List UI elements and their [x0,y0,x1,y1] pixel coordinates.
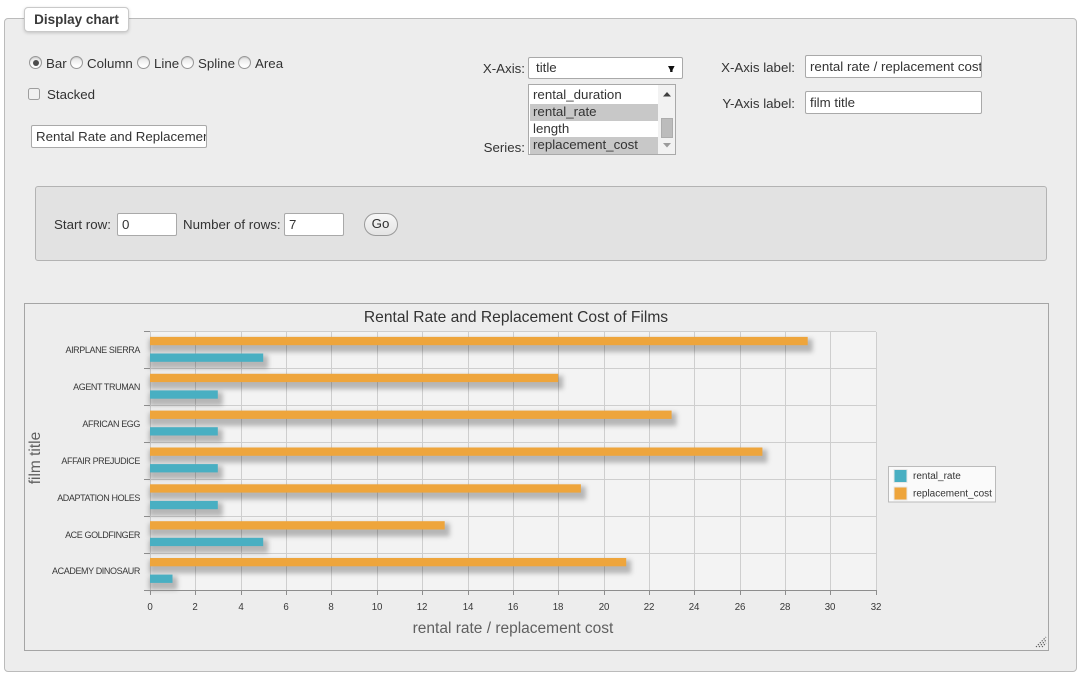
svg-text:12: 12 [417,602,427,613]
svg-text:16: 16 [508,602,518,613]
svg-text:rental rate / replacement cost: rental rate / replacement cost [413,620,614,637]
svg-text:22: 22 [644,602,654,613]
svg-text:ACADEMY DINOSAUR: ACADEMY DINOSAUR [52,566,141,576]
svg-text:10: 10 [372,602,383,613]
svg-text:Rental Rate and Replacement Co: Rental Rate and Replacement Cost of Film… [364,309,668,326]
svg-text:film title: film title [27,432,44,485]
svg-text:AFRICAN EGG: AFRICAN EGG [82,419,140,429]
svg-text:18: 18 [553,602,563,613]
svg-text:AIRPLANE SIERRA: AIRPLANE SIERRA [65,345,140,355]
svg-text:ACE GOLDFINGER: ACE GOLDFINGER [65,530,141,540]
svg-text:4: 4 [238,602,244,613]
svg-text:8: 8 [328,602,333,613]
svg-text:28: 28 [780,602,790,613]
svg-text:14: 14 [463,602,474,613]
svg-text:6: 6 [283,602,288,613]
svg-text:0: 0 [147,602,153,613]
svg-text:AFFAIR PREJUDICE: AFFAIR PREJUDICE [61,456,140,466]
svg-text:replacement_cost: replacement_cost [913,488,992,499]
svg-text:32: 32 [871,602,881,613]
svg-text:24: 24 [689,602,700,613]
svg-text:AGENT TRUMAN: AGENT TRUMAN [73,382,140,392]
svg-text:20: 20 [599,602,610,613]
svg-text:2: 2 [192,602,197,613]
svg-text:30: 30 [825,602,836,613]
svg-text:ADAPTATION HOLES: ADAPTATION HOLES [57,493,140,503]
svg-text:rental_rate: rental_rate [913,471,961,482]
svg-text:26: 26 [735,602,745,613]
